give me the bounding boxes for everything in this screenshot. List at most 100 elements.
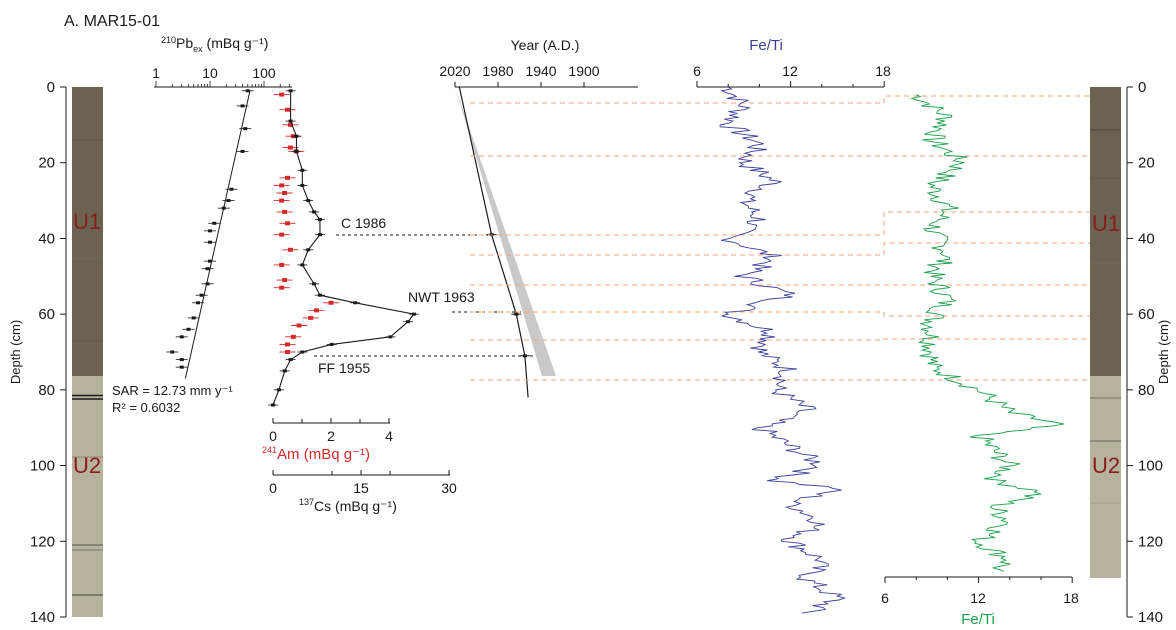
cs137-point: [411, 312, 416, 316]
left-depth-tick-label: 100: [30, 458, 55, 475]
pb210-axis: 1 10 100 210Pbex (mBq g⁻¹): [152, 35, 292, 88]
fe-ti-bottom-tick-12: 12: [970, 590, 986, 606]
am241-point: [287, 247, 293, 252]
pb210-point: [226, 199, 231, 203]
fe-ti-bottom-tick-18: 18: [1063, 590, 1079, 606]
pb210-fit-line: [184, 90, 251, 379]
pb210-point: [179, 358, 184, 362]
left-depth-tick-label: 40: [38, 230, 55, 247]
year-tick-1900: 1900: [568, 63, 599, 79]
am241-point: [279, 285, 285, 290]
cs137-point: [294, 134, 299, 138]
right-depth-tick-label: 140: [1138, 609, 1163, 626]
pb210-point: [179, 335, 184, 339]
am241-point: [279, 198, 285, 203]
fe-ti-blue-line: [719, 86, 847, 614]
sar-annotation: SAR = 12.73 mm y⁻¹: [112, 383, 233, 398]
year-tick-1980: 1980: [482, 63, 513, 79]
cs137-point: [288, 119, 293, 123]
pb210-point: [205, 267, 210, 271]
am241-point: [282, 191, 288, 195]
pb210-point: [212, 221, 217, 225]
am241-series: [273, 92, 339, 354]
cs137-point: [312, 282, 317, 286]
cs137-point: [282, 369, 287, 373]
age-marker-point: [514, 312, 519, 316]
fe-ti-top-axis: 6 12 18 Fe/Ti: [693, 37, 891, 88]
cs137-point: [288, 89, 293, 93]
pb210-tick-100: 100: [252, 65, 276, 81]
pb210-point: [186, 327, 191, 331]
unit-u1-label-left: U1: [73, 209, 101, 234]
age-model-envelope: [455, 87, 556, 376]
pb210-tick-10: 10: [202, 65, 218, 81]
pb210-point: [196, 301, 201, 305]
am241-point: [285, 175, 290, 180]
am241-tick-2: 2: [327, 428, 335, 444]
fe-ti-bottom-axis: 6 12 18 Fe/Ti: [881, 576, 1079, 628]
right-depth-axis: 0 20 40 60 80 100 120 140 Depth (cm): [1126, 79, 1171, 626]
fe-ti-top-tick-18: 18: [875, 63, 891, 79]
cs137-tick-30: 30: [441, 480, 457, 496]
pb210-point: [170, 350, 175, 354]
fe-ti-top-label: Fe/Ti: [749, 37, 783, 54]
right-depth-axis-label: Depth (cm): [1156, 320, 1171, 384]
cs137-axis: 0 15 30 137Cs (mBq g⁻¹): [269, 470, 457, 514]
pb210-point: [208, 259, 212, 263]
cs137-point: [306, 248, 311, 252]
am241-axis: 0 2 4 241Am (mBq g⁻¹): [262, 418, 393, 463]
left-depth-tick-label: 0: [47, 79, 55, 96]
ff1955-annotation: FF 1955: [318, 360, 370, 376]
cs137-point: [312, 210, 317, 214]
r2-annotation: R² = 0.6032: [112, 400, 180, 415]
pb210-point: [179, 365, 184, 369]
pb210-point: [229, 187, 234, 191]
pb210-point: [243, 127, 248, 131]
pb210-point: [199, 293, 204, 297]
cs137-point: [353, 301, 358, 305]
am241-tick-0: 0: [269, 428, 277, 444]
year-axis: 2020 1980 1940 1900 Year (A.D.): [439, 37, 638, 88]
right-core-column: U1 U2: [1090, 87, 1121, 578]
cs137-axis-label: 137Cs (mBq g⁻¹): [299, 497, 397, 514]
cs137-point: [288, 358, 293, 362]
right-depth-tick-label: 60: [1138, 306, 1155, 323]
am241-point: [285, 342, 290, 347]
am241-point: [279, 232, 285, 237]
am241-point: [285, 107, 290, 112]
unit-u2-label-left: U2: [73, 453, 101, 478]
am241-point: [282, 278, 288, 283]
age-model-line: [458, 86, 529, 398]
cs137-point: [317, 293, 322, 297]
year-axis-label: Year (A.D.): [511, 37, 580, 53]
left-core-column: U1 U2: [72, 87, 103, 617]
cs137-series: [268, 89, 419, 407]
cs137-point: [276, 388, 281, 392]
year-tick-1940: 1940: [525, 63, 556, 79]
left-depth-axis: 0 20 40 60 80 100 120 140 Depth (cm): [8, 79, 67, 626]
cs137-point: [317, 218, 322, 221]
cs137-point: [294, 149, 299, 153]
am241-point: [287, 145, 293, 150]
fe-ti-green-series: [910, 94, 1064, 573]
right-depth-tick-label: 120: [1138, 533, 1163, 550]
pb210-point: [240, 149, 245, 153]
fe-ti-top-tick-12: 12: [782, 63, 798, 79]
cs137-point: [300, 168, 305, 172]
am241-point: [285, 221, 290, 226]
am241-tick-4: 4: [385, 428, 393, 444]
pb210-point: [208, 229, 212, 233]
nwt1963-annotation: NWT 1963: [408, 289, 475, 305]
fe-ti-bottom-tick-6: 6: [881, 590, 889, 606]
am241-point: [282, 209, 288, 214]
right-depth-tick-label: 40: [1138, 230, 1155, 247]
cs137-point: [388, 335, 393, 339]
correlation-lines: [470, 95, 1090, 381]
right-depth-tick-label: 0: [1138, 79, 1146, 96]
left-depth-axis-label: Depth (cm): [8, 320, 23, 384]
cs137-point: [317, 233, 322, 237]
pb210-tick-1: 1: [152, 65, 160, 81]
year-tick-2020: 2020: [439, 63, 470, 79]
cs137-point: [300, 350, 305, 354]
